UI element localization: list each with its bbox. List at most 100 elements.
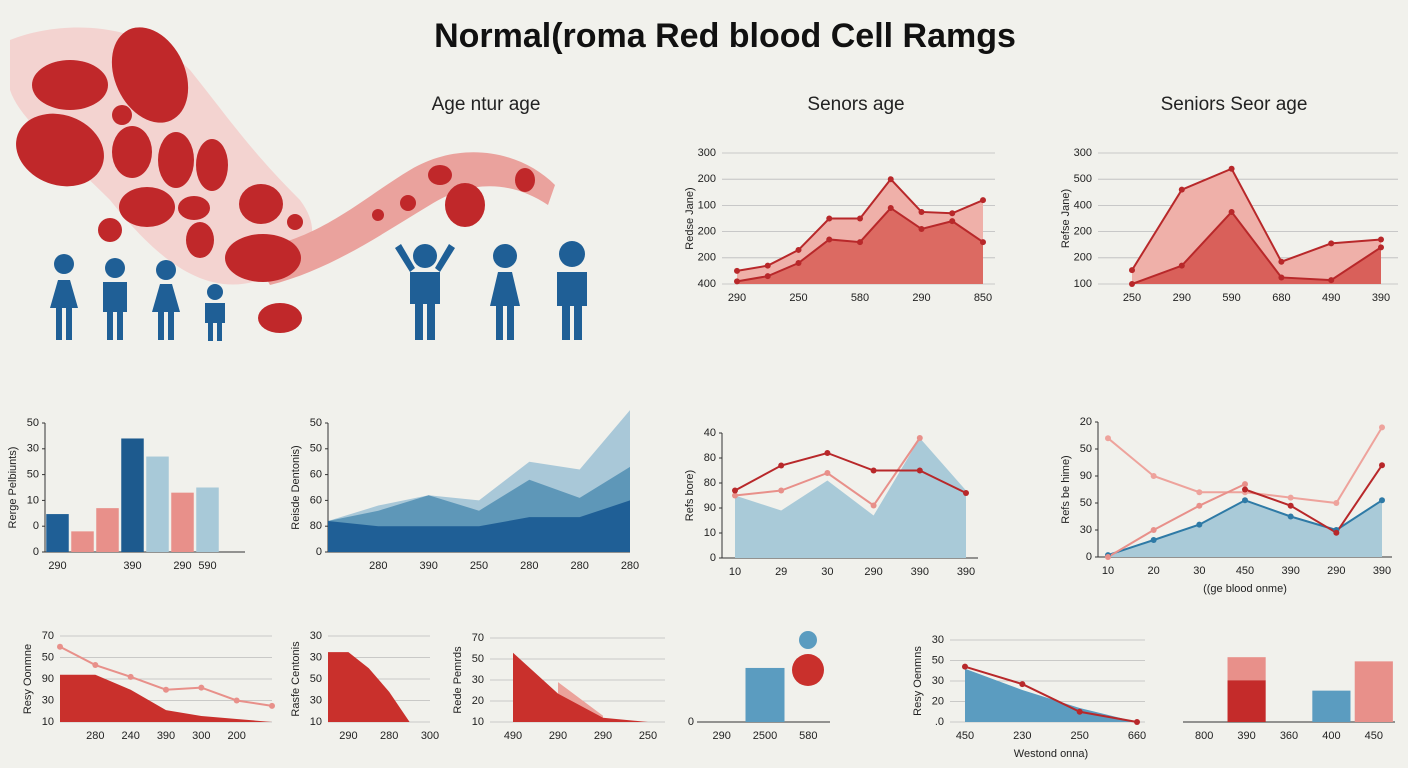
marker	[1129, 267, 1135, 274]
y-tick-label: 200	[698, 173, 716, 185]
x-tick-label: 280	[570, 560, 588, 572]
blood-cells	[16, 27, 535, 333]
chart-title: Seniors Seor age	[1161, 94, 1308, 115]
chart: Senors age Redse Jane) 400 200 200 100 200 300 2…	[684, 94, 995, 304]
y-tick-label: 50	[42, 651, 54, 663]
x-tick-label: 290	[173, 560, 191, 572]
x-tick-label: 30	[821, 566, 833, 578]
y-tick-label: 50	[27, 417, 39, 429]
bar	[146, 456, 169, 552]
x-tick-label: 390	[419, 560, 437, 572]
marker	[795, 260, 802, 267]
marker	[887, 176, 894, 183]
marker	[1379, 497, 1385, 504]
y-tick-label: 50	[1080, 497, 1092, 509]
bar	[745, 667, 785, 722]
x-tick-label: 280	[369, 560, 387, 572]
y-tick-label: 50	[310, 673, 322, 685]
x-tick-label: 10	[729, 566, 741, 578]
x-axis-label: ((ge blood onme)	[1203, 583, 1287, 595]
x-tick-label: 590	[1222, 292, 1240, 304]
x-tick-label: 400	[1322, 730, 1340, 742]
marker	[824, 470, 831, 476]
y-axis-label: Reisde Dentonis)	[290, 445, 302, 529]
x-tick-label: 680	[1272, 292, 1290, 304]
marker	[1150, 536, 1157, 543]
marker	[1328, 240, 1335, 247]
y-tick-label: 70	[472, 632, 484, 644]
marker	[1287, 502, 1294, 509]
marker	[1076, 708, 1083, 715]
marker	[1228, 208, 1235, 215]
y-tick-label: 30	[310, 694, 322, 706]
bar	[96, 508, 119, 552]
x-tick-label: 390	[1281, 565, 1299, 577]
y-tick-label: 30	[932, 634, 944, 646]
x-tick-label: 280	[380, 730, 398, 742]
marker	[1196, 489, 1203, 496]
x-tick-label: 450	[1365, 730, 1383, 742]
marker	[918, 208, 925, 215]
marker	[163, 686, 169, 693]
y-tick-label: 60	[310, 469, 322, 481]
chart: Resy Oenmns Westond onna) .0 20 30 50 30 450 230…	[912, 634, 1146, 760]
y-axis-label: Refs bore)	[684, 470, 696, 521]
x-tick-label: 290	[1327, 565, 1345, 577]
marker	[1328, 277, 1335, 284]
y-tick-label: 300	[1074, 147, 1092, 159]
y-tick-label: 0	[316, 546, 322, 558]
section-title: Age ntur age	[432, 94, 541, 115]
y-tick-label: 80	[704, 452, 716, 464]
marker	[778, 487, 785, 494]
y-tick-label: 20	[1080, 416, 1092, 428]
y-tick-label: 400	[698, 278, 716, 290]
marker	[1333, 529, 1340, 536]
chart: Reisde Dentonis) 0 80 60 60 50 50 280 390 250 280 2…	[290, 410, 639, 572]
marker	[269, 702, 275, 709]
marker	[870, 467, 877, 474]
y-tick-label: 0	[688, 716, 694, 728]
marker	[732, 492, 738, 499]
bar	[196, 487, 219, 552]
y-tick-label: 300	[698, 147, 716, 159]
marker	[857, 239, 863, 246]
x-tick-label: 390	[1373, 565, 1391, 577]
marker	[1378, 236, 1384, 243]
x-tick-label: 850	[974, 292, 992, 304]
marker	[887, 205, 894, 212]
x-tick-label: 580	[851, 292, 869, 304]
marker	[916, 435, 923, 441]
x-axis-label: Westond onna)	[1014, 748, 1088, 760]
x-tick-label: 290	[712, 730, 730, 742]
chart: Rerge Pelbiunts) 0 0 10 50 30 50 290 390 290 590	[7, 417, 245, 572]
x-tick-label: 20	[1148, 565, 1160, 577]
chart: 800 390 360 400 450	[1183, 657, 1395, 742]
marker	[1287, 494, 1294, 501]
chart: Rede Pemrds 10 20 30 50 70 490 290 290 250	[452, 632, 665, 742]
line	[1244, 464, 1383, 535]
y-tick-label: 80	[310, 520, 322, 532]
marker	[980, 239, 986, 246]
people	[50, 241, 587, 341]
y-tick-label: .0	[935, 716, 944, 728]
marker	[732, 487, 738, 494]
y-tick-label: 50	[1080, 443, 1092, 455]
marker	[1379, 462, 1385, 469]
y-axis-label: Refse Jane)	[1060, 189, 1072, 248]
x-tick-label: 230	[1013, 730, 1031, 742]
line	[1107, 483, 1246, 558]
y-axis-label: Rerge Pelbiunts)	[7, 447, 19, 529]
chart: Refs bore) 0 10 90 80 80 40 10 29 30 290 390 390	[684, 427, 978, 578]
x-tick-label: 2500	[753, 730, 777, 742]
marker	[1379, 424, 1385, 431]
marker	[1287, 513, 1294, 520]
line	[1131, 167, 1382, 271]
marker	[1242, 486, 1248, 493]
y-tick-label: 30	[472, 674, 484, 686]
y-tick-label: 80	[704, 477, 716, 489]
marker	[734, 278, 740, 285]
y-tick-label: 50	[932, 654, 944, 666]
marker	[824, 450, 831, 456]
bar	[1354, 661, 1393, 722]
